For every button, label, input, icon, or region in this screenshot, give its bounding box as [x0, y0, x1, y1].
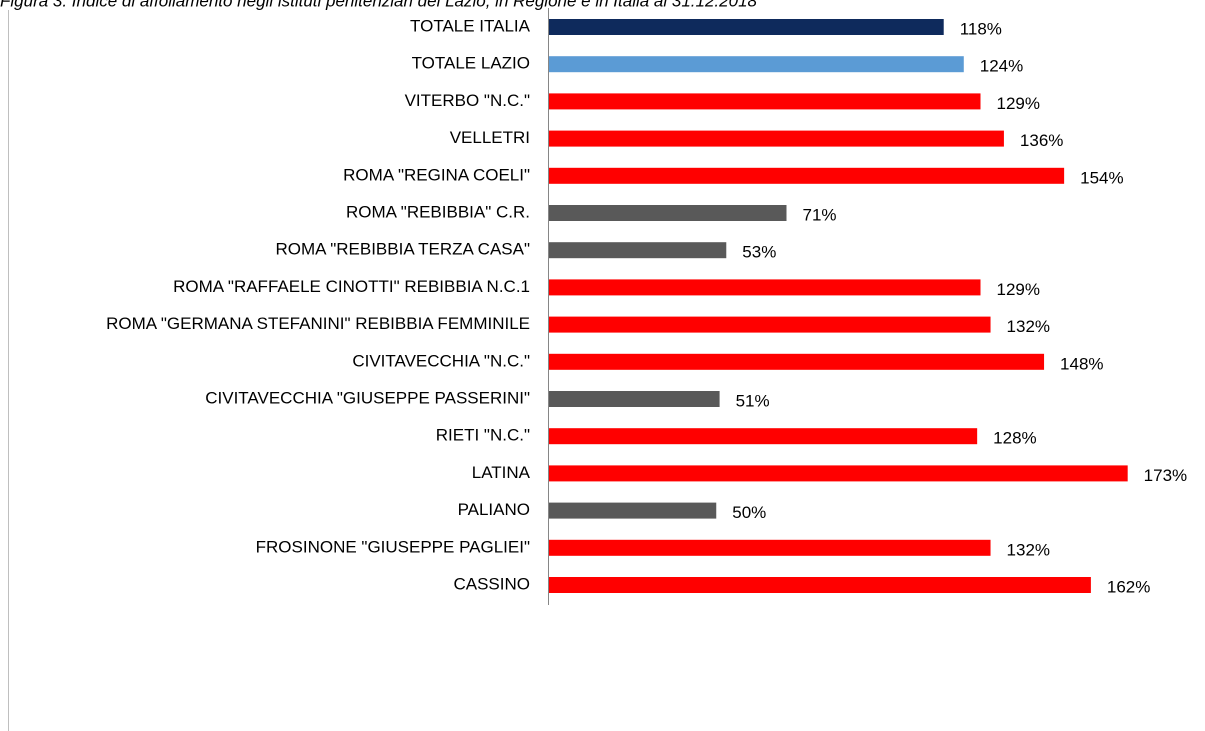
category-label: CIVITAVECCHIA "N.C.": [352, 351, 530, 370]
bar: [549, 353, 1045, 370]
bar: [549, 242, 727, 259]
category-label: PALIANO: [458, 500, 530, 519]
value-label: 51%: [736, 391, 770, 410]
value-label: 162%: [1107, 577, 1150, 596]
value-label: 132%: [1007, 540, 1050, 559]
bar: [549, 130, 1004, 147]
bar: [549, 167, 1065, 184]
bar: [549, 502, 717, 519]
value-label: 136%: [1020, 131, 1063, 150]
category-label: CASSINO: [453, 574, 530, 593]
value-label: 50%: [732, 503, 766, 522]
value-label: 129%: [997, 280, 1040, 299]
category-label: CIVITAVECCHIA "GIUSEPPE PASSERINI": [205, 388, 530, 407]
category-label: ROMA "REGINA COELI": [343, 165, 530, 184]
value-label: 129%: [997, 94, 1040, 113]
value-label: 71%: [802, 205, 836, 224]
category-label: LATINA: [472, 463, 531, 482]
category-label: TOTALE LAZIO: [412, 54, 530, 73]
bar: [549, 279, 981, 296]
category-label: ROMA "REBIBBIA TERZA CASA": [275, 240, 530, 259]
value-label: 128%: [993, 429, 1036, 448]
bar: [549, 19, 944, 35]
bar: [549, 539, 991, 556]
value-label: 132%: [1007, 317, 1050, 336]
category-label: ROMA "RAFFAELE CINOTTI" REBIBBIA N.C.1: [173, 277, 530, 296]
category-label: VELLETRI: [450, 128, 530, 147]
bar: [549, 428, 978, 445]
value-label: 53%: [742, 243, 776, 262]
category-label: ROMA "GERMANA STEFANINI" REBIBBIA FEMMIN…: [106, 314, 530, 333]
category-label: FROSINONE "GIUSEPPE PAGLIEI": [256, 537, 530, 556]
value-label: 124%: [980, 57, 1023, 76]
category-label: ROMA "REBIBBIA" C.R.: [346, 202, 530, 221]
value-label: 154%: [1080, 168, 1123, 187]
category-label: VITERBO "N.C.": [405, 91, 530, 110]
value-label: 173%: [1144, 466, 1187, 485]
bar: [549, 391, 720, 407]
bar: [549, 205, 787, 221]
value-label: 118%: [960, 19, 1002, 38]
chart-title: Figura 3. Indice di affollamento negli i…: [0, 0, 758, 10]
bar: [549, 465, 1128, 482]
bar: [549, 577, 1091, 593]
bar: [549, 56, 964, 73]
bar: [549, 316, 991, 333]
category-label: TOTALE ITALIA: [410, 16, 531, 35]
value-label: 148%: [1060, 354, 1103, 373]
category-label: RIETI "N.C.": [436, 426, 530, 445]
bar: [549, 93, 981, 110]
